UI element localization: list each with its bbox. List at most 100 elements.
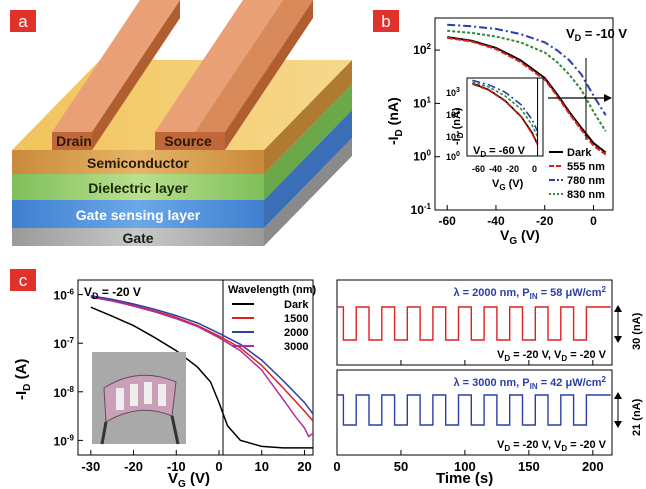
inset-y-tick-3: 103 bbox=[446, 87, 460, 98]
panel-c-time-series: 0 50 100 150 200 bbox=[333, 306, 611, 474]
top-scale-arrow-up bbox=[614, 305, 622, 312]
t-x-tick-label: 0 bbox=[333, 459, 340, 474]
device-photo-pad-4 bbox=[158, 384, 166, 406]
gate-sensing-label: Gate sensing layer bbox=[76, 207, 201, 223]
panel-b-ylabel: -ID (nA) bbox=[385, 97, 405, 145]
b-series-555-nm bbox=[447, 36, 607, 156]
device-photo bbox=[92, 352, 186, 445]
c-y-tick-label: 10-9 bbox=[54, 433, 75, 448]
c-series-2000 bbox=[90, 294, 314, 415]
inset-vd-annotation: VD = -60 V bbox=[473, 145, 526, 159]
panel-c-ylabel: -ID (A) bbox=[13, 359, 33, 400]
panel-b-series bbox=[447, 23, 607, 156]
c-y-tick-label: 10-7 bbox=[54, 336, 75, 351]
panel-a-label: a bbox=[18, 12, 28, 31]
b-y-tick-label: 101 bbox=[413, 95, 431, 110]
bottom-title: λ = 3000 nm, PIN = 42 μW/cm2 bbox=[454, 375, 607, 391]
c-x-tick-label: 10 bbox=[254, 459, 268, 474]
c-legend-1500: 1500 bbox=[284, 313, 308, 325]
b-x-tick-label: -20 bbox=[536, 214, 554, 228]
c-x-tick-label: -30 bbox=[81, 459, 100, 474]
inset-ylabel: -ID (nA) bbox=[451, 107, 465, 145]
drain-electrode-side bbox=[92, 0, 180, 150]
bottom-scale-arrow-down bbox=[614, 421, 622, 428]
bottom-scale-arrow-up bbox=[614, 392, 622, 399]
panel-c-ticks: -30 -20 -10 0 10 20 10-9 10-8 10-7 10-6 bbox=[54, 288, 312, 474]
panel-c-right-bottom-frame bbox=[336, 369, 613, 456]
time-xlabel: Time (s) bbox=[436, 470, 493, 487]
semiconductor-layer-side bbox=[264, 60, 352, 174]
c-legend-3000: 3000 bbox=[284, 341, 308, 353]
source-electrode-front bbox=[155, 132, 225, 150]
c-x-tick-label: 20 bbox=[297, 459, 311, 474]
top-scale-arrow-down bbox=[614, 336, 622, 343]
b-x-tick-label: -40 bbox=[487, 214, 505, 228]
c-x-tick-label: 0 bbox=[215, 459, 222, 474]
bottom-bias: VD = -20 V, VD = -20 V bbox=[497, 439, 607, 453]
source-electrode-side bbox=[225, 0, 313, 150]
semiconductor-label: Semiconductor bbox=[87, 155, 189, 171]
panel-b-label: b bbox=[381, 12, 390, 31]
panel-c-right-top-frame bbox=[336, 279, 613, 366]
b-series-780-nm bbox=[447, 23, 607, 116]
gate-layer-side bbox=[264, 138, 352, 246]
panel-c-series bbox=[90, 294, 314, 449]
device-photo-pad-1 bbox=[116, 388, 124, 410]
inset-x-tick-m20: -20 bbox=[506, 164, 519, 174]
dielectric-label: Dielectric layer bbox=[88, 180, 188, 196]
panel-c-label: c bbox=[19, 271, 28, 290]
panel-c-legend-title: Wavelength (nm) bbox=[228, 284, 317, 296]
c-legend-dark: Dark bbox=[284, 299, 309, 311]
dielectric-layer-side bbox=[264, 84, 352, 200]
panel-c-label-box bbox=[10, 269, 36, 291]
panel-c-left-frame bbox=[77, 279, 314, 456]
gate-sensing-layer-front bbox=[12, 200, 264, 228]
panel-b: b -60 -40 -20 0 10-1 100 101 102 VD = -10 V VD … bbox=[373, 10, 627, 247]
b-series-830-nm bbox=[447, 29, 607, 132]
time-trace-3000nm bbox=[337, 394, 611, 426]
inset-y-tick-0: 100 bbox=[446, 151, 460, 162]
dielectric-layer-front bbox=[12, 174, 264, 200]
drain-electrode-cap bbox=[52, 0, 180, 132]
gate-layer-front bbox=[12, 228, 264, 246]
t-x-tick-label: 100 bbox=[454, 459, 476, 474]
inset-x-tick-m40: -40 bbox=[489, 164, 502, 174]
c-series-3000 bbox=[90, 296, 314, 438]
legend-830: 830 nm bbox=[567, 189, 605, 201]
b-y-tick-label: 102 bbox=[413, 42, 431, 57]
inset-x-tick-m60: -60 bbox=[472, 164, 485, 174]
panel-a-label-box bbox=[10, 10, 36, 32]
panel-b-legend: Dark 555 nm 780 nm 830 nm bbox=[549, 147, 605, 201]
inset-xlabel: VG (V) bbox=[492, 178, 524, 192]
gate-sensing-layer-side bbox=[264, 110, 352, 228]
inset-series-3 bbox=[472, 81, 539, 138]
panel-a: a Drain Source Semiconductor Dielectric … bbox=[10, 0, 352, 246]
inset-series-2 bbox=[472, 79, 539, 132]
panel-b-vd-annotation: VD = -10 V bbox=[566, 26, 627, 43]
panel-c-vd-annotation: VD = -20 V bbox=[84, 285, 141, 301]
panel-b-xlabel: VG (V) bbox=[500, 227, 540, 247]
inset-x-tick-0: 0 bbox=[532, 164, 537, 174]
source-electrode-cap2 bbox=[195, 0, 313, 132]
c-x-tick-label: -20 bbox=[124, 459, 143, 474]
legend-555: 555 nm bbox=[567, 161, 605, 173]
panel-b-label-box bbox=[373, 10, 399, 32]
c-series-Dark bbox=[90, 306, 313, 449]
drain-electrode-front bbox=[52, 132, 92, 150]
device-photo-clip-left bbox=[100, 421, 108, 445]
panel-b-plot-frame bbox=[434, 17, 614, 211]
c-y-tick-label: 10-8 bbox=[54, 385, 75, 400]
source-label: Source bbox=[164, 133, 212, 149]
panel-c: c -30 -20 -10 0 10 20 10-9 10-8 10-7 10-6 VD = -2… bbox=[10, 269, 643, 489]
vd-arrow-head bbox=[604, 94, 612, 102]
b-y-tick-label: 100 bbox=[413, 149, 431, 164]
drain-label: Drain bbox=[56, 133, 92, 149]
legend-780: 780 nm bbox=[567, 175, 605, 187]
c-x-tick-label: -10 bbox=[167, 459, 186, 474]
b-x-tick-label: -60 bbox=[439, 214, 457, 228]
top-title: λ = 2000 nm, PIN = 58 μW/cm2 bbox=[454, 285, 607, 301]
time-trace-2000nm bbox=[337, 306, 611, 341]
c-legend-2000: 2000 bbox=[284, 327, 308, 339]
legend-dark: Dark bbox=[567, 147, 592, 159]
